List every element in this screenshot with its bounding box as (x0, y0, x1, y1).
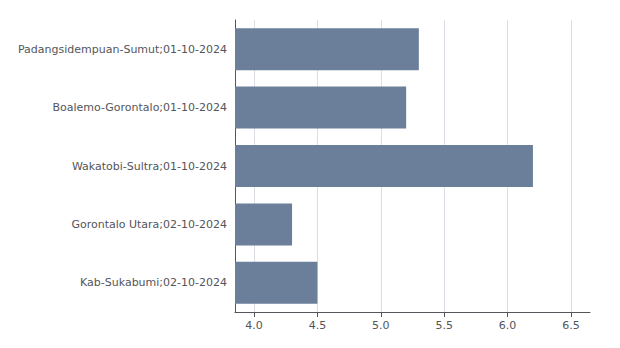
svg-text:Kab-Sukabumi;02-10-2024: Kab-Sukabumi;02-10-2024 (80, 276, 227, 289)
svg-text:6.0: 6.0 (499, 319, 517, 332)
svg-text:6.5: 6.5 (562, 319, 580, 332)
svg-text:5.5: 5.5 (435, 319, 453, 332)
svg-text:4.0: 4.0 (245, 319, 262, 332)
svg-text:Padangsidempuan-Sumut;01-10-20: Padangsidempuan-Sumut;01-10-2024 (18, 43, 227, 56)
svg-text:Wakatobi-Sultra;01-10-2024: Wakatobi-Sultra;01-10-2024 (72, 160, 227, 173)
svg-text:4.5: 4.5 (309, 319, 327, 332)
svg-text:Gorontalo Utara;02-10-2024: Gorontalo Utara;02-10-2024 (71, 218, 227, 231)
svg-text:Boalemo-Gorontalo;01-10-2024: Boalemo-Gorontalo;01-10-2024 (52, 101, 227, 114)
svg-text:5.0: 5.0 (372, 319, 390, 332)
